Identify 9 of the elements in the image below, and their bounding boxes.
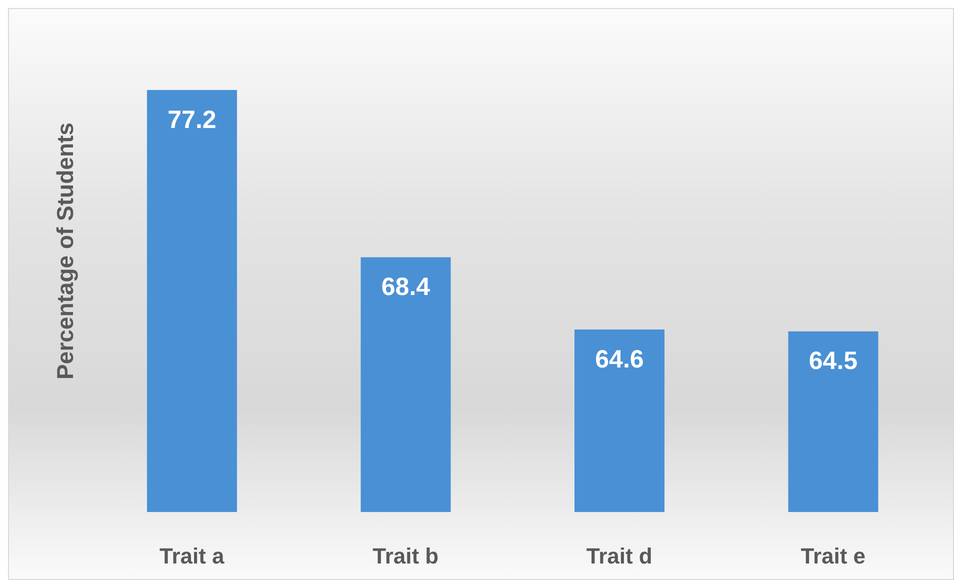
data-label: 77.2: [168, 106, 216, 134]
data-label: 64.5: [808, 347, 858, 376]
x-tick-label: Trait e: [800, 544, 866, 568]
x-tick-label: Trait b: [372, 544, 439, 568]
x-tick-label: Trait a: [159, 544, 226, 568]
x-tick-label: Trait d: [586, 544, 652, 568]
data-label: 68.4: [381, 273, 430, 302]
data-label: 64.6: [595, 345, 644, 374]
y-axis-title: Percentage of Students: [52, 122, 78, 380]
